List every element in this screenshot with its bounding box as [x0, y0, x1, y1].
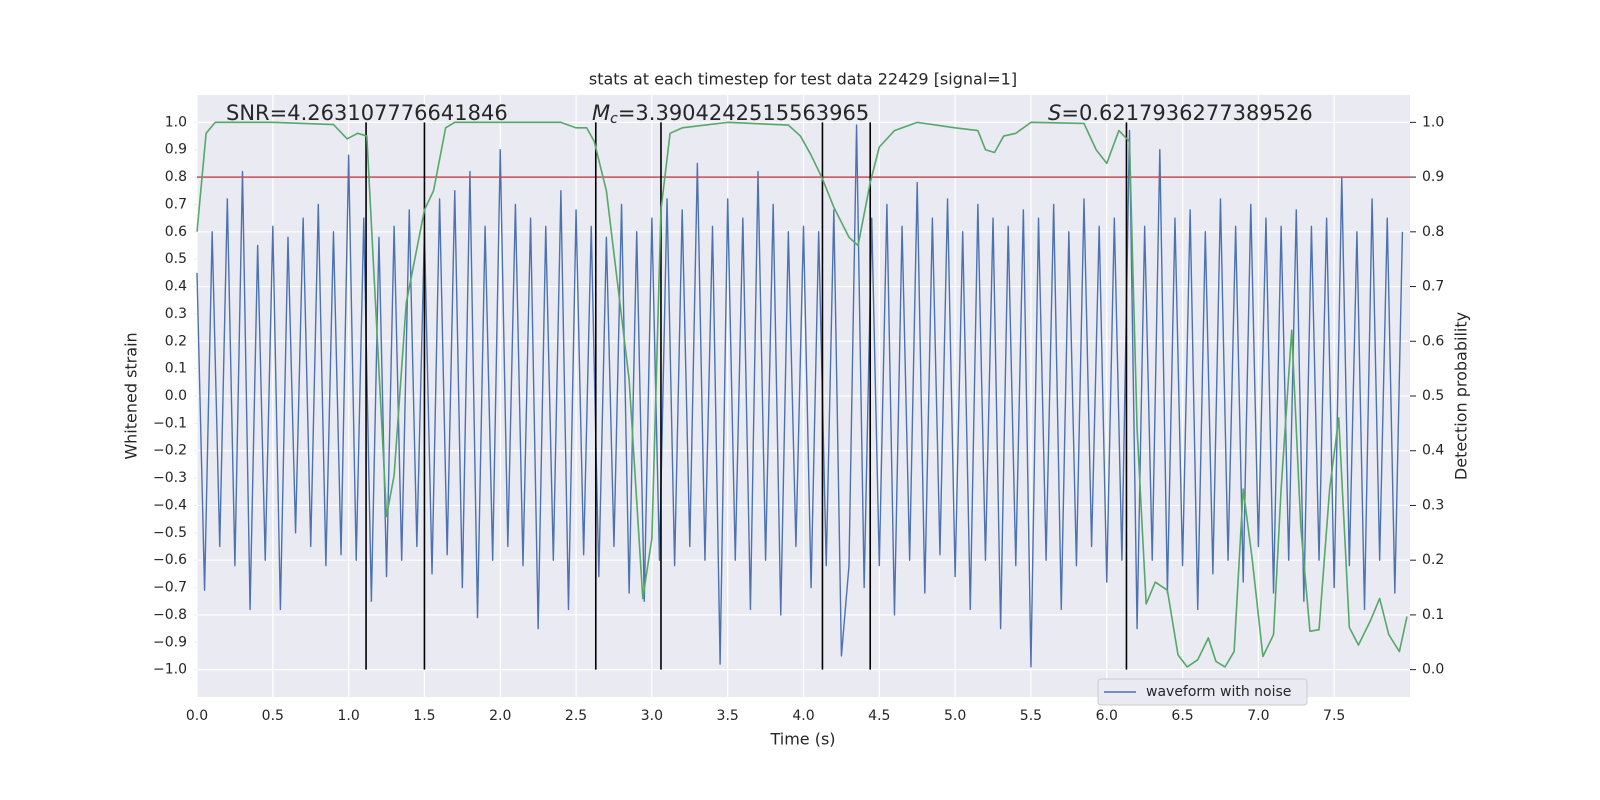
y-tick-label: 0.2 [165, 333, 187, 349]
x-axis-label: Time (s) [769, 730, 835, 749]
y-tick-label: −0.8 [153, 607, 187, 623]
y-tick-label: −0.3 [153, 470, 187, 486]
x-tick-label: 2.0 [489, 708, 511, 724]
y-tick-label: 0.8 [165, 169, 187, 185]
y-tick-label: −0.5 [153, 525, 187, 541]
annotation: S=0.6217936277389526 [1048, 101, 1313, 125]
legend-label: waveform with noise [1146, 684, 1291, 700]
y-tick-label: −0.6 [153, 552, 187, 568]
x-tick-label: 6.5 [1171, 708, 1193, 724]
grid [196, 95, 1410, 697]
y2-tick-label: 0.8 [1422, 224, 1444, 240]
y-tick-label: −0.4 [153, 497, 187, 513]
x-tick-label: 3.0 [641, 708, 663, 724]
y-tick-label: 1.0 [165, 114, 187, 130]
annotation-text: =0.6217936277389526 [1061, 101, 1312, 125]
chart-title: stats at each timestep for test data 224… [589, 70, 1017, 89]
x-tick-label: 0.0 [186, 708, 208, 724]
x-tick-label: 4.0 [792, 708, 814, 724]
annotation-text: =3.3904242515563965 [618, 101, 869, 125]
y2-tick-label: 0.5 [1422, 388, 1444, 404]
y2-tick-label: 0.0 [1422, 662, 1444, 678]
marks [196, 121, 1410, 670]
y-tick-label: 0.4 [165, 279, 187, 295]
y-tick-label: 0.5 [165, 251, 187, 267]
y-tick-label: 0.1 [165, 361, 187, 377]
y2-tick-label: 0.9 [1422, 169, 1444, 185]
y2-tick-label: 0.3 [1422, 497, 1444, 513]
y2-tick-label: 0.6 [1422, 333, 1444, 349]
x-tick-label: 1.0 [337, 708, 359, 724]
y-tick-label: 0.6 [165, 224, 187, 240]
y-tick-label: −0.1 [153, 415, 187, 431]
y-tick-label: 0.0 [165, 388, 187, 404]
annotation-subscript: c [610, 111, 618, 127]
annotation: Mc=3.3904242515563965 [592, 101, 869, 127]
x-tick-label: 6.0 [1096, 708, 1118, 724]
probability-line [196, 121, 1408, 668]
x-tick-label: 5.5 [1020, 708, 1042, 724]
y2-axis-label: Detection probability [1452, 312, 1471, 480]
x-tick-label: 5.0 [944, 708, 966, 724]
y-axis-label: Whitened strain [122, 332, 141, 459]
x-tick-label: 2.5 [565, 708, 587, 724]
waveform-line [196, 124, 1404, 668]
y2-tick-label: 0.7 [1422, 279, 1444, 295]
legend: waveform with noise [1097, 678, 1308, 706]
x-tick-label: 7.0 [1247, 708, 1269, 724]
x-tick-label: 1.5 [413, 708, 435, 724]
annotation-symbol: S [1048, 101, 1061, 125]
y-tick-label: −1.0 [153, 662, 187, 678]
x-tick-label: 0.5 [262, 708, 284, 724]
x-tick-label: 4.5 [868, 708, 890, 724]
annotation: SNR=4.263107776641846 [226, 101, 508, 125]
y-tick-label: 0.3 [165, 306, 187, 322]
y2-tick-label: 0.1 [1422, 607, 1444, 623]
y2-tick-label: 0.2 [1422, 552, 1444, 568]
x-tick-label: 7.5 [1323, 708, 1345, 724]
y-tick-label: −0.2 [153, 443, 187, 459]
y2-tick-label: 1.0 [1422, 114, 1444, 130]
annotation-symbol: M [592, 101, 610, 125]
y-tick-label: 0.7 [165, 196, 187, 212]
y-tick-label: 0.9 [165, 142, 187, 158]
y-tick-label: −0.9 [153, 634, 187, 650]
x-tick-label: 3.5 [717, 708, 739, 724]
legend-box [1097, 678, 1308, 706]
y-tick-label: −0.7 [153, 580, 187, 596]
y2-tick-label: 0.4 [1422, 443, 1444, 459]
